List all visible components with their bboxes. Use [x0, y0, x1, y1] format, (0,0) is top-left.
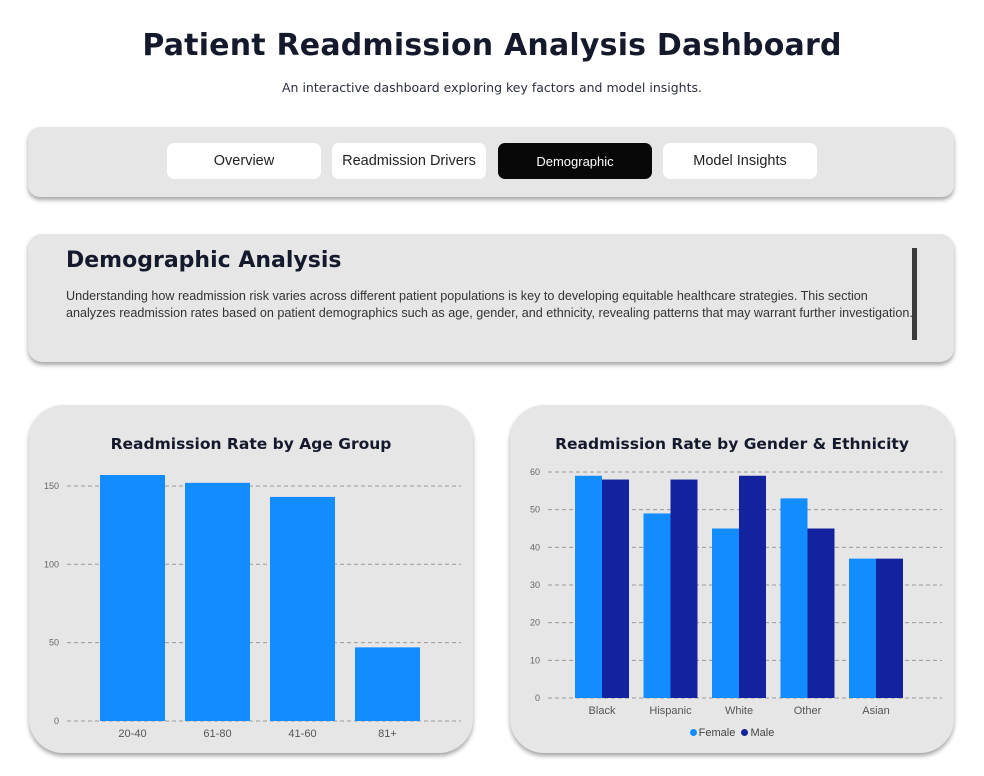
- gender-ethnicity-chart-card: Readmission Rate by Gender & Ethnicity 0…: [510, 405, 954, 753]
- accent-bar: [912, 248, 917, 340]
- bar-male: [602, 479, 629, 698]
- tab-demographic[interactable]: Demographic: [498, 143, 652, 179]
- y-tick-label: 10: [530, 655, 540, 665]
- y-tick-label: 100: [44, 559, 59, 569]
- bar-female: [643, 513, 671, 698]
- bar-female: [575, 475, 602, 698]
- bar-female: [712, 528, 739, 698]
- bar: [355, 647, 420, 721]
- y-tick-label: 50: [49, 638, 59, 648]
- section-description: Understanding how readmission risk varie…: [66, 289, 913, 320]
- y-tick-label: 0: [54, 716, 59, 726]
- y-tick-label: 50: [530, 505, 540, 515]
- tab-readmission-drivers[interactable]: Readmission Drivers: [332, 143, 486, 179]
- page-subtitle: An interactive dashboard exploring key f…: [282, 80, 702, 95]
- legend-male-label: Male: [750, 727, 775, 739]
- tab-model-insights[interactable]: Model Insights: [663, 143, 817, 179]
- legend-female-label: Female: [698, 727, 736, 739]
- y-tick-label: 150: [44, 481, 59, 491]
- legend-female-swatch: [689, 729, 697, 736]
- x-tick-label: 20-40: [118, 728, 146, 740]
- gender-ethnicity-chart: 0 10 20 30 40 50 60 Black Hispanic White Other Asia…: [530, 467, 942, 717]
- x-tick-label: 81+: [378, 728, 397, 740]
- x-tick-label: Asian: [862, 705, 890, 717]
- x-tick-label: White: [725, 705, 753, 717]
- legend-male-swatch: [741, 729, 749, 736]
- x-tick-label: 41-60: [288, 728, 316, 740]
- bar-female: [849, 558, 876, 698]
- bar-male: [670, 479, 698, 698]
- y-tick-label: 30: [530, 580, 540, 590]
- bar: [270, 496, 335, 721]
- y-tick-label: 0: [535, 693, 540, 703]
- x-tick-label: Hispanic: [649, 705, 692, 717]
- tab-bar: Overview Readmission Drivers Demographic…: [28, 127, 954, 197]
- bar: [185, 482, 250, 721]
- age-chart-title: Readmission Rate by Age Group: [110, 435, 392, 453]
- section-heading: Demographic Analysis: [66, 248, 342, 273]
- bar-female: [780, 498, 808, 698]
- bar-male: [807, 528, 835, 698]
- page-title: Patient Readmission Analysis Dashboard: [142, 28, 842, 63]
- x-tick-label: Black: [589, 705, 616, 717]
- age-group-chart: 0 50 100 150 20-40 61-80 41-60 81+: [44, 475, 461, 740]
- y-tick-label: 60: [530, 467, 540, 477]
- bar-male: [876, 558, 903, 698]
- demographic-intro-card: Demographic Analysis Understanding how r…: [28, 234, 954, 362]
- y-tick-label: 20: [530, 618, 540, 628]
- x-tick-label: Other: [794, 705, 822, 717]
- chart-legend: Female Male: [510, 727, 954, 739]
- x-tick-label: 61-80: [203, 728, 231, 740]
- bar-male: [739, 475, 766, 698]
- tab-overview[interactable]: Overview: [167, 143, 321, 179]
- gender-chart-title: Readmission Rate by Gender & Ethnicity: [555, 435, 909, 453]
- bar: [100, 475, 165, 721]
- y-tick-label: 40: [530, 542, 540, 552]
- age-group-chart-card: Readmission Rate by Age Group 0 50 100 150 2…: [29, 405, 473, 753]
